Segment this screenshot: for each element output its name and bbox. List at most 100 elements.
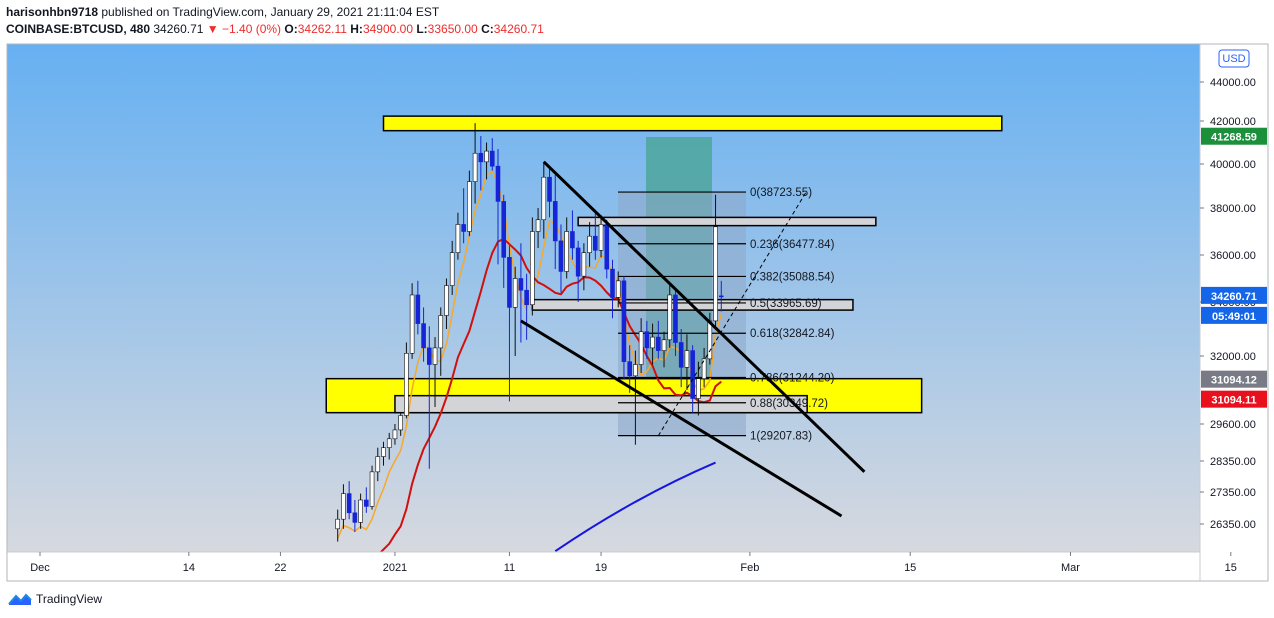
candle[interactable] xyxy=(512,266,518,356)
trendline-1[interactable] xyxy=(520,319,843,518)
candle[interactable] xyxy=(501,194,507,288)
price-tag[interactable]: 34260.71 xyxy=(1201,286,1267,304)
candle[interactable] xyxy=(535,208,541,248)
candle[interactable] xyxy=(547,166,552,218)
candle[interactable] xyxy=(352,500,358,532)
candle[interactable] xyxy=(713,194,718,327)
candle[interactable] xyxy=(484,142,489,180)
candle[interactable] xyxy=(518,243,524,343)
candle[interactable] xyxy=(524,273,529,340)
candle[interactable] xyxy=(633,350,638,445)
candle[interactable] xyxy=(575,240,581,302)
tradingview-brand[interactable]: TradingView xyxy=(8,592,102,606)
candle[interactable] xyxy=(455,212,461,260)
candle[interactable] xyxy=(495,148,501,265)
price-tag[interactable]: 41268.59 xyxy=(1201,127,1267,145)
candle[interactable] xyxy=(438,307,444,376)
candle[interactable] xyxy=(335,509,341,542)
trendline-2[interactable] xyxy=(657,190,808,437)
candle[interactable] xyxy=(467,170,472,237)
price-tag-label: 05:49:01 xyxy=(1212,311,1256,323)
candle[interactable] xyxy=(684,334,690,390)
candle[interactable] xyxy=(449,240,455,295)
price-tag-box xyxy=(1201,370,1267,388)
low-value: 33650.00 xyxy=(427,22,478,36)
candle[interactable] xyxy=(587,222,592,267)
candle[interactable] xyxy=(358,493,363,529)
candle[interactable] xyxy=(678,329,684,388)
price-tag-label: 34260.71 xyxy=(1211,291,1257,303)
candle[interactable] xyxy=(667,283,673,348)
candle[interactable] xyxy=(661,331,667,368)
candle-body xyxy=(627,361,632,377)
candle[interactable] xyxy=(564,217,570,279)
candle[interactable] xyxy=(381,441,386,466)
candle[interactable] xyxy=(615,271,621,308)
trendline-0[interactable] xyxy=(542,160,866,473)
candle-body xyxy=(661,339,667,351)
candle[interactable] xyxy=(655,320,661,359)
candle[interactable] xyxy=(421,307,426,362)
candle-body xyxy=(633,364,638,377)
candle[interactable] xyxy=(696,361,701,416)
price-tag[interactable]: 31094.12 xyxy=(1201,370,1267,388)
fib-label-0: 0(38723.55) xyxy=(750,187,812,199)
candle[interactable] xyxy=(409,283,415,359)
candle[interactable] xyxy=(644,320,650,359)
candle[interactable] xyxy=(426,326,432,469)
candle[interactable] xyxy=(507,245,512,402)
candle[interactable] xyxy=(598,215,604,258)
candle[interactable] xyxy=(621,276,627,379)
candle-body xyxy=(461,224,466,232)
candle[interactable] xyxy=(375,447,381,482)
candle[interactable] xyxy=(530,217,535,316)
candle[interactable] xyxy=(650,323,655,365)
candle[interactable] xyxy=(432,337,438,407)
price-tag[interactable]: 31094.11 xyxy=(1201,390,1267,408)
price-tag-label: 31094.11 xyxy=(1211,395,1256,407)
candle[interactable] xyxy=(478,136,484,191)
candle[interactable] xyxy=(369,465,375,510)
candle[interactable] xyxy=(581,243,587,291)
candle-body xyxy=(507,257,512,308)
candle[interactable] xyxy=(701,347,707,388)
candle[interactable] xyxy=(489,138,495,171)
candle[interactable] xyxy=(541,161,547,239)
author-name[interactable]: harisonhbn9718 xyxy=(6,5,99,19)
candle[interactable] xyxy=(552,175,558,270)
candle[interactable] xyxy=(610,259,615,319)
candle[interactable] xyxy=(472,123,478,204)
candle-body xyxy=(489,150,495,167)
currency-button[interactable]: USD xyxy=(1218,49,1250,68)
candle[interactable] xyxy=(570,210,575,260)
candle-body xyxy=(581,252,587,277)
candle[interactable] xyxy=(558,224,564,293)
candle[interactable] xyxy=(673,290,678,356)
currency-button-box[interactable] xyxy=(1218,49,1250,68)
candle[interactable] xyxy=(346,481,352,520)
candle-body xyxy=(558,240,564,272)
candle[interactable] xyxy=(392,424,398,445)
low-label: L: xyxy=(416,22,428,36)
ma-blue-line xyxy=(554,461,716,552)
price-tag[interactable]: 05:49:01 xyxy=(1201,306,1267,324)
zone-resistance-0[interactable] xyxy=(382,115,1003,132)
candle[interactable] xyxy=(627,345,632,393)
candle[interactable] xyxy=(386,432,392,460)
zone-box-4[interactable] xyxy=(394,394,808,414)
zone-box-2[interactable] xyxy=(577,216,877,227)
candle[interactable] xyxy=(364,487,369,513)
candle[interactable] xyxy=(461,188,466,244)
candle[interactable] xyxy=(404,342,409,419)
candle[interactable] xyxy=(593,212,598,260)
candle[interactable] xyxy=(718,280,724,312)
candle[interactable] xyxy=(638,318,644,373)
candle[interactable] xyxy=(341,484,346,529)
candle[interactable] xyxy=(398,412,403,436)
candle-body xyxy=(335,518,341,530)
candle[interactable] xyxy=(415,280,421,335)
brand-label: TradingView xyxy=(36,592,103,606)
candle-body xyxy=(524,289,529,305)
candle[interactable] xyxy=(444,278,449,330)
